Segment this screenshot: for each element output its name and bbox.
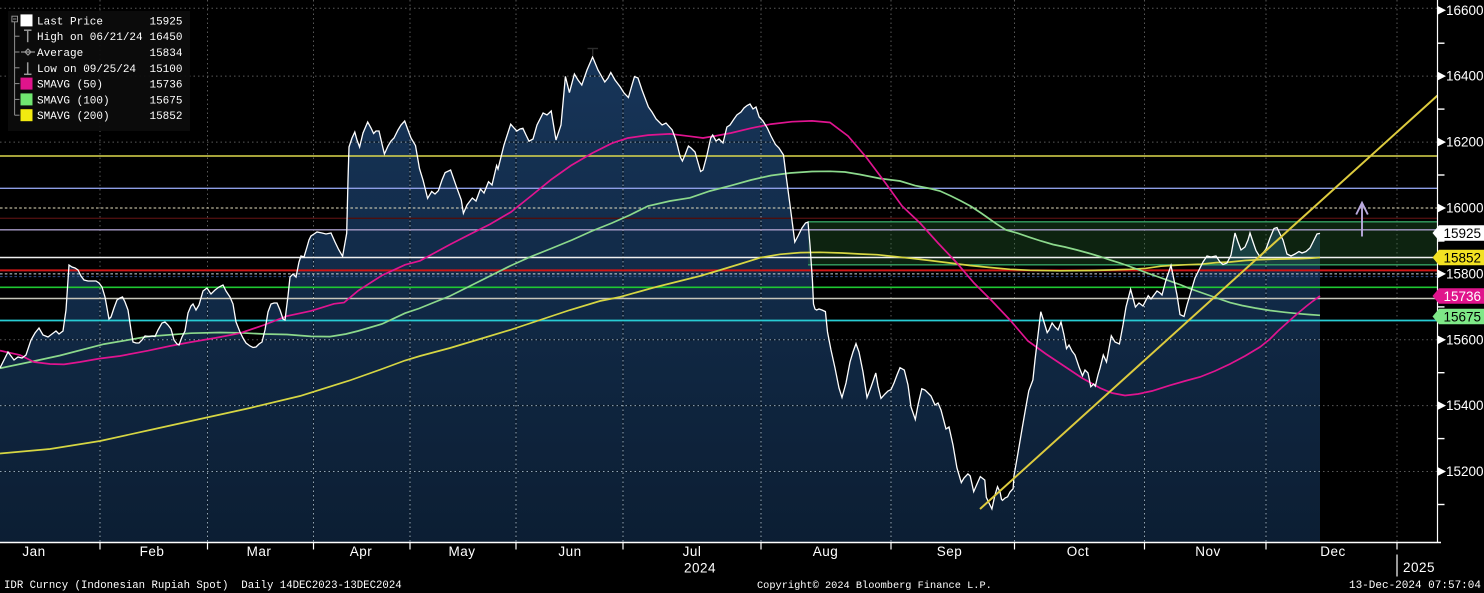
- svg-text:Last Price: Last Price: [37, 16, 103, 28]
- svg-text:16000: 16000: [1446, 201, 1484, 216]
- svg-text:IDR Curncy (Indonesian Rupiah: IDR Curncy (Indonesian Rupiah Spot) Dail…: [4, 580, 402, 592]
- svg-text:15100: 15100: [149, 64, 182, 76]
- svg-text:Jul: Jul: [683, 544, 702, 559]
- svg-text:16600: 16600: [1446, 3, 1484, 18]
- svg-text:15736: 15736: [149, 80, 182, 92]
- svg-text:Aug: Aug: [813, 544, 839, 559]
- svg-text:15834: 15834: [149, 48, 182, 60]
- svg-text:15600: 15600: [1446, 332, 1484, 347]
- svg-text:Dec: Dec: [1320, 544, 1346, 559]
- svg-text:15200: 15200: [1446, 464, 1484, 479]
- svg-text:15675: 15675: [1444, 309, 1482, 324]
- svg-text:2025: 2025: [1403, 560, 1435, 575]
- svg-text:Low on 09/25/24: Low on 09/25/24: [37, 64, 136, 76]
- svg-text:Jan: Jan: [22, 544, 45, 559]
- svg-text:Nov: Nov: [1195, 544, 1221, 559]
- svg-text:15736: 15736: [1444, 289, 1482, 304]
- svg-text:Sep: Sep: [937, 544, 963, 559]
- svg-text:15800: 15800: [1446, 266, 1484, 281]
- svg-text:Mar: Mar: [247, 544, 272, 559]
- svg-text:Jun: Jun: [558, 544, 581, 559]
- svg-text:15925: 15925: [1444, 226, 1482, 241]
- svg-text:Oct: Oct: [1067, 544, 1090, 559]
- svg-text:16400: 16400: [1446, 69, 1484, 84]
- svg-text:16200: 16200: [1446, 135, 1484, 150]
- svg-text:16450: 16450: [149, 32, 182, 44]
- svg-text:Average: Average: [37, 48, 83, 60]
- svg-text:High on 06/21/24: High on 06/21/24: [37, 32, 143, 44]
- svg-text:May: May: [448, 544, 475, 559]
- svg-text:SMAVG (100): SMAVG (100): [37, 95, 110, 107]
- svg-text:SMAVG (50): SMAVG (50): [37, 80, 103, 92]
- svg-text:15400: 15400: [1446, 398, 1484, 413]
- svg-text:13-Dec-2024 07:57:04: 13-Dec-2024 07:57:04: [1349, 580, 1481, 592]
- svg-text:2024: 2024: [684, 561, 716, 576]
- svg-text:Apr: Apr: [350, 544, 373, 559]
- svg-text:15852: 15852: [1444, 250, 1482, 265]
- svg-text:Feb: Feb: [140, 544, 165, 559]
- svg-text:15925: 15925: [149, 16, 182, 28]
- svg-text:Copyright© 2024 Bloomberg Fina: Copyright© 2024 Bloomberg Finance L.P.: [757, 580, 992, 592]
- svg-text:SMAVG (200): SMAVG (200): [37, 111, 110, 123]
- svg-text:15852: 15852: [149, 111, 182, 123]
- svg-text:15675: 15675: [149, 95, 182, 107]
